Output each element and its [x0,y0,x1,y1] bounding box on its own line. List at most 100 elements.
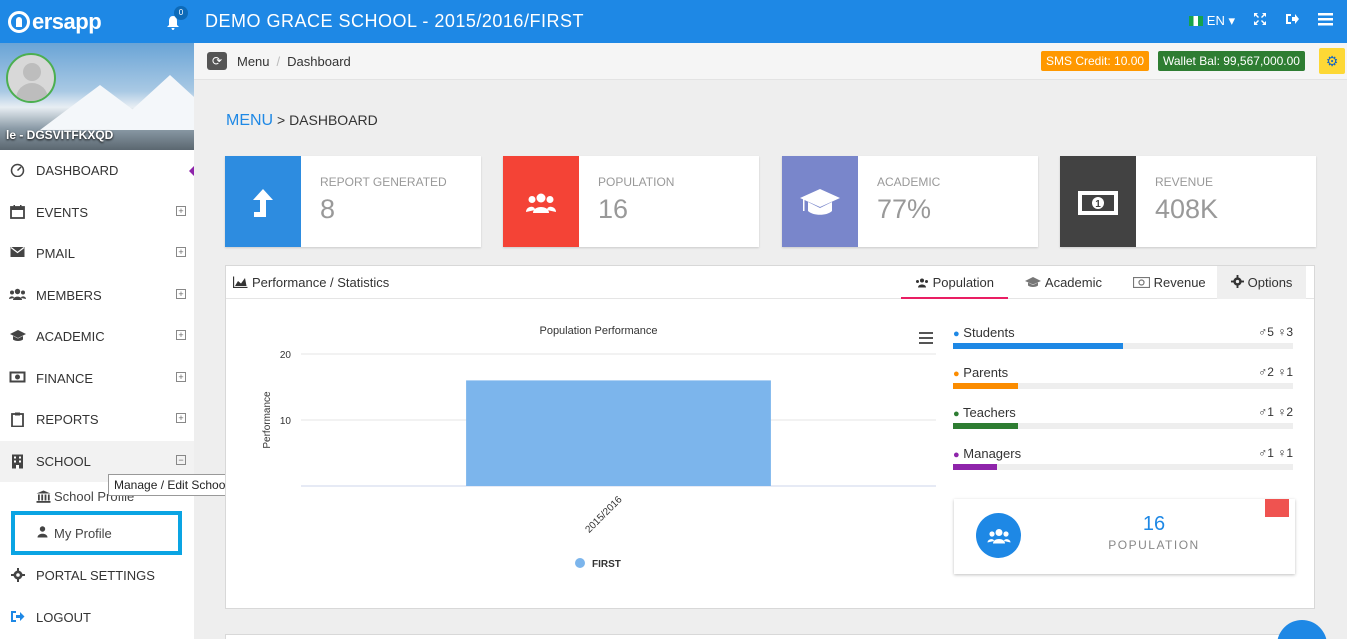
app-title: DEMO GRACE SCHOOL - 2015/2016/FIRST [205,11,584,31]
app-logo[interactable]: ersapp [8,9,102,35]
sidebar-item-label: MEMBERS [36,287,102,303]
stat-row-label: ● Students [953,325,1015,340]
progress-fill [953,383,1018,389]
stat-card-revenue[interactable]: 1 REVENUE 408K [1060,156,1316,247]
wallet-balance-badge[interactable]: Wallet Bal: 99,567,000.00 [1158,51,1305,71]
female-count: ♀2 [1273,405,1293,419]
progress-track [953,343,1293,349]
envelope-icon [9,246,26,261]
sidebar-subitem-my-profile[interactable]: My Profile [11,511,182,555]
person-icon: ● [953,328,960,340]
avatar[interactable] [6,53,56,103]
male-count: ♂1 [1258,446,1274,460]
breadcrumb-item: Dashboard [287,54,351,69]
stat-card-population[interactable]: POPULATION 16 [503,156,759,247]
progress-track [953,464,1293,470]
tab-label: Population [932,275,995,290]
tab-label: Revenue [1153,275,1206,290]
y-tick-label: 10 [280,416,292,427]
x-tick-label: 2015/2016 [583,494,625,536]
progress-fill [953,343,1123,349]
sidebar-item-events[interactable]: EVENTS + [0,192,194,234]
stat-card-label: REVENUE [1155,175,1214,189]
sidebar-item-label: ACADEMIC [36,329,105,345]
panel-header: Performance / Statistics Population Acad… [226,266,1314,299]
sidebar-item-finance[interactable]: FINANCE + [0,358,194,400]
sidebar-item-label: REPORTS [36,412,99,428]
sms-credit-badge[interactable]: SMS Credit: 10.00 [1041,51,1150,71]
person-icon: ● [953,368,960,380]
stat-card-academic[interactable]: ACADEMIC 77% [782,156,1038,247]
gear-icon [1231,275,1248,290]
collapse-icon[interactable]: − [176,454,186,465]
page-title-menu[interactable]: MENU [226,112,274,129]
stat-row-name: Teachers [963,405,1016,420]
male-count: ♂2 [1258,365,1274,379]
expand-icon[interactable]: + [176,330,186,340]
expand-icon[interactable]: + [176,413,186,423]
stat-card-value: 8 [320,194,336,224]
sidebar-item-label: FINANCE [36,370,94,386]
breadcrumb: Menu / Dashboard [237,54,351,69]
sign-out-icon [9,610,26,625]
sidebar-item-members[interactable]: MEMBERS + [0,275,194,317]
gear-icon [9,568,26,583]
notification-bell-icon[interactable]: 0 [166,6,188,34]
building-icon [9,454,26,469]
graduation-cap-icon [9,329,26,344]
expand-icon[interactable]: + [176,371,186,382]
sidebar-item-portal-settings[interactable]: PORTAL SETTINGS [0,555,194,597]
tab-academic[interactable]: Academic [1024,266,1102,299]
population-summary-label: POPULATION [1108,538,1200,552]
y-tick-label: 20 [280,350,292,361]
sidebar-item-pmail[interactable]: PMAIL + [0,233,194,275]
stat-row-label: ● Teachers [953,405,1016,420]
sidebar-item-academic[interactable]: ACADEMIC + [0,316,194,358]
sidebar-item-reports[interactable]: REPORTS + [0,399,194,441]
stat-card-report-generated[interactable]: REPORT GENERATED 8 [225,156,481,247]
graduation-cap-icon [782,156,858,247]
fullscreen-icon[interactable] [1253,12,1267,29]
sidebar-nav: DASHBOARD EVENTS + PMAIL + MEMBERS + [0,150,194,638]
sidebar-item-label: LOGOUT [36,609,91,625]
performance-panel: Performance / Statistics Population Acad… [225,265,1315,609]
sidebar-item-label: EVENTS [36,204,89,220]
stat-row-counts: ♂2 ♀1 [1258,365,1293,379]
female-count: ♀3 [1273,325,1293,339]
chart-menu-icon[interactable] [919,332,933,344]
sidebar-item-logout[interactable]: LOGOUT [0,597,194,639]
area-chart-icon [232,276,248,289]
bar [466,380,771,486]
sidebar-subitem-label: My Profile [54,525,112,541]
language-selector[interactable]: EN ▾ [1188,13,1235,29]
sidebar-item-dashboard[interactable]: DASHBOARD [0,150,194,192]
population-summary-value: 16 [1142,513,1166,535]
refresh-icon[interactable]: ⟳ [207,52,227,70]
person-icon: ● [953,449,960,461]
tab-options[interactable]: Options [1217,266,1307,299]
sidebar: le - DGSVITFKXQD DASHBOARD EVENTS + PMAI… [0,43,194,639]
expand-icon[interactable]: + [176,288,186,299]
tab-population[interactable]: Population [901,266,1008,299]
money-icon [9,371,26,386]
tab-revenue[interactable]: Revenue [1132,266,1206,299]
users-icon [976,513,1021,558]
stat-card-label: POPULATION [598,175,675,189]
stat-row-name: Students [963,325,1015,340]
stat-row-label: ● Managers [953,446,1021,461]
flag-icon [1188,16,1203,27]
clipboard-icon [9,412,26,428]
expand-icon[interactable]: + [176,205,186,216]
sign-out-icon[interactable] [1285,12,1300,29]
male-count: ♂5 [1258,325,1274,339]
breadcrumb-item[interactable]: Menu [237,54,270,69]
top-bar: ersapp 0 DEMO GRACE SCHOOL - 2015/2016/F… [0,0,1347,43]
hamburger-menu-icon[interactable] [1318,12,1333,29]
stat-row-name: Parents [963,365,1009,380]
expand-icon[interactable]: + [176,247,186,257]
female-count: ♀1 [1273,446,1293,460]
corner-ribbon [1265,499,1289,517]
tab-label: Academic [1044,275,1102,290]
settings-gears-icon[interactable]: ⚙ [1319,48,1345,74]
chat-button[interactable] [1277,620,1327,639]
